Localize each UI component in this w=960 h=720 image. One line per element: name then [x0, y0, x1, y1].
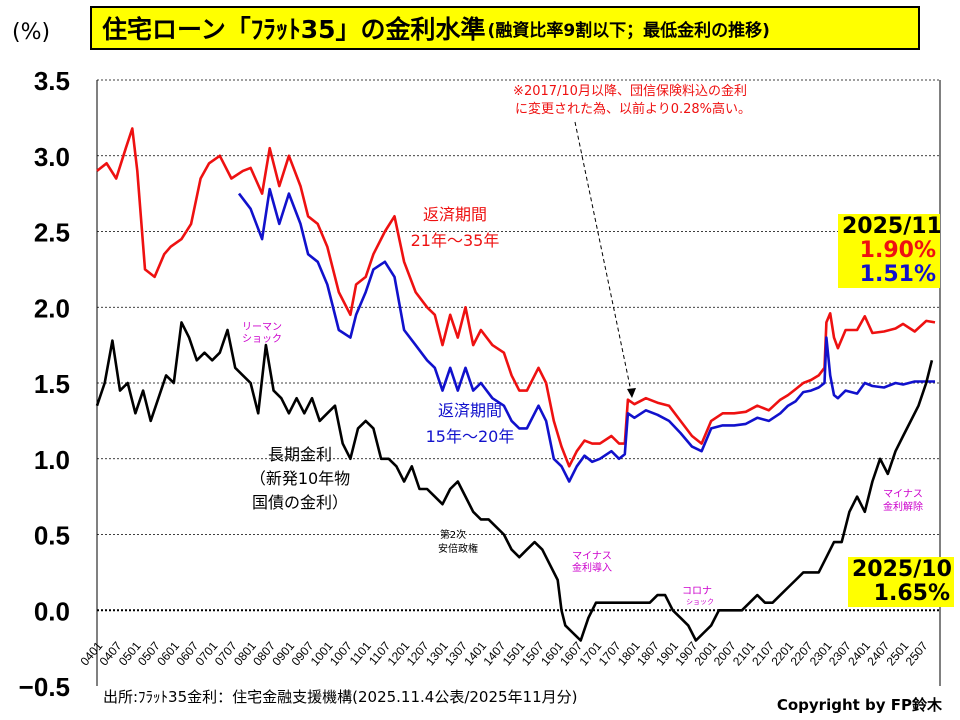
series-line-3 — [95, 321, 934, 642]
note-2017-line1: ※2017/10月以降、団信保険料込の金利 — [513, 83, 747, 99]
note-2017-arrow — [574, 121, 633, 397]
red-label-2: 21年～35年 — [411, 231, 500, 250]
y-tick-label: −0.5 — [19, 672, 70, 702]
flat-callout-red-value: 1.90% — [859, 238, 936, 263]
red-label-1: 返済期間 — [423, 205, 487, 224]
source-note: 出所:ﾌﾗｯﾄ35金利：住宅金融支援機構(2025.11.4公表/2025年11… — [103, 688, 578, 706]
corona-label-2: ショック — [686, 598, 714, 606]
y-tick-label: 0.0 — [34, 596, 70, 626]
y-tick-labels: 3.5 3.0 2.5 2.0 1.5 1.0 0.5 0.0 −0.5 — [19, 66, 70, 702]
negative-rate-label-2: 金利導入 — [572, 561, 612, 574]
flat-callout-blue-value: 1.51% — [859, 262, 936, 287]
series-line-2 — [237, 187, 935, 483]
y-tick-label: 1.0 — [34, 445, 70, 475]
y-axis-unit: (%) — [12, 20, 51, 45]
negative-rate-label-1: マイナス — [572, 550, 612, 562]
blue-label-2: 15年～20年 — [426, 427, 515, 446]
series-lines — [95, 127, 936, 642]
jgb-callout-value: 1.65% — [873, 581, 950, 606]
corona-label-1: コロナ — [682, 585, 712, 597]
y-tick-label: 3.0 — [34, 142, 70, 172]
chart-title-box: 住宅ローン「ﾌﾗｯﾄ35」の金利水準 (融資比率9割以下；最低金利の推移) — [90, 6, 920, 50]
y-tick-label: 2.0 — [34, 293, 70, 323]
lehman-label-2: ショック — [242, 333, 282, 345]
jgb-callout-date: 2025/10 — [852, 557, 952, 582]
gridlines — [96, 79, 941, 686]
x-tick-labels: 0401040705010507060106070701070708010807… — [77, 639, 930, 669]
lehman-label-1: リーマン — [242, 322, 282, 333]
y-tick-label: 3.5 — [34, 66, 70, 96]
y-tick-label: 2.5 — [34, 218, 70, 248]
chart-subtitle: (融資比率9割以下；最低金利の推移) — [487, 20, 770, 41]
y-tick-label: 1.5 — [34, 369, 70, 399]
black-label-2: （新発10年物 — [250, 469, 350, 488]
blue-label-1: 返済期間 — [438, 401, 502, 420]
x-tick-label: 2507 — [903, 639, 931, 669]
chart-title: 住宅ローン「ﾌﾗｯﾄ35」の金利水準 — [102, 15, 486, 44]
abe-label-2: 安倍政権 — [438, 542, 478, 555]
black-label-3: 国債の金利） — [252, 493, 348, 512]
abe-label-1: 第2次 — [440, 528, 466, 541]
jgb-callout-box: 2025/10 1.65% — [848, 557, 954, 607]
series-line-1 — [96, 127, 936, 468]
negative-end-label-1: マイナス — [883, 488, 923, 500]
note-2017-line2: に変更された為、以前より0.28%高い。 — [515, 101, 751, 117]
y-tick-label: 0.5 — [34, 521, 70, 551]
negative-end-label-2: 金利解除 — [883, 500, 923, 513]
flat-callout-box: 2025/11 1.90% 1.51% — [838, 214, 942, 288]
note-2017-arrowhead — [627, 388, 636, 398]
black-label-1: 長期金利 — [268, 445, 332, 464]
copyright: Copyright by FP鈴木 — [776, 696, 942, 714]
flat-callout-date: 2025/11 — [842, 214, 942, 239]
